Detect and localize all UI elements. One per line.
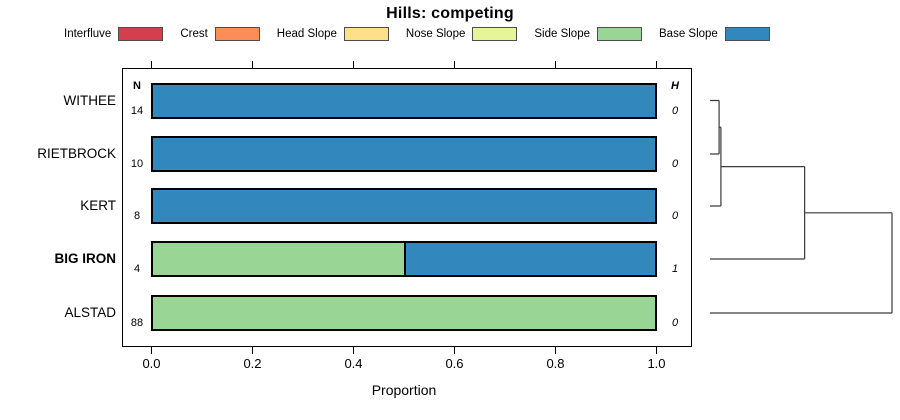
- x-tick-bottom: [656, 347, 657, 354]
- bar-row: [151, 188, 657, 224]
- x-tick-bottom: [555, 347, 556, 354]
- dendrogram-segment: [710, 166, 806, 260]
- h-column-header: H: [671, 80, 679, 92]
- n-value: 10: [130, 158, 144, 170]
- legend-swatch: [214, 27, 260, 41]
- dendrogram-segment: [710, 126, 722, 207]
- x-tick-top: [252, 61, 253, 68]
- legend-item: Nose Slope: [405, 27, 518, 41]
- h-value: 0: [671, 104, 679, 117]
- bar-segment: [153, 243, 404, 275]
- dendrogram-segment: [710, 99, 720, 155]
- x-tick-label: 0.0: [142, 356, 161, 371]
- h-value: 0: [671, 210, 679, 222]
- bar-row: [151, 295, 657, 331]
- legend-label: Head Slope: [276, 28, 337, 40]
- n-value: 88: [130, 317, 144, 329]
- x-tick-bottom: [252, 347, 253, 354]
- legend-label: Crest: [180, 28, 208, 40]
- h-value: 0: [671, 158, 679, 170]
- n-value: 14: [130, 104, 144, 117]
- x-tick-top: [454, 61, 455, 68]
- bar-segment: [153, 190, 655, 222]
- bar-segment: [153, 84, 655, 117]
- legend-swatch: [724, 27, 770, 41]
- x-tick-top: [656, 61, 657, 68]
- n-value: 4: [133, 263, 141, 275]
- h-value: 1: [671, 263, 679, 275]
- legend-swatch: [343, 27, 389, 41]
- x-tick-label: 0.8: [546, 356, 565, 371]
- n-value: 8: [133, 210, 141, 222]
- bar-row: [151, 82, 657, 119]
- bar-row: [151, 241, 657, 277]
- legend-item: Base Slope: [659, 27, 770, 41]
- y-axis-label: RIETBROCK: [37, 146, 116, 161]
- bar-segment: [153, 138, 655, 170]
- legend-label: Nose Slope: [405, 28, 466, 40]
- legend-item: Interfluve: [64, 27, 164, 41]
- legend-item: Side Slope: [534, 27, 642, 41]
- bar-row: [151, 136, 657, 172]
- legend-swatch: [597, 27, 642, 41]
- legend-swatch: [118, 27, 164, 41]
- legend-swatch: [472, 27, 518, 41]
- h-value: 0: [671, 317, 679, 329]
- x-tick-label: 0.4: [344, 356, 363, 371]
- x-axis-title: Proportion: [371, 382, 437, 398]
- y-axis-label: BIG IRON: [54, 251, 116, 266]
- x-tick-bottom: [353, 347, 354, 354]
- x-tick-bottom: [454, 347, 455, 354]
- dendrogram-segment: [710, 212, 893, 314]
- legend-label: Base Slope: [659, 28, 718, 40]
- x-tick-label: 0.2: [243, 356, 262, 371]
- legend-item: Head Slope: [277, 27, 389, 41]
- bar-segment: [404, 243, 655, 275]
- legend-item: Crest: [180, 27, 260, 41]
- x-tick-top: [353, 61, 354, 68]
- x-tick-label: 1.0: [647, 356, 666, 371]
- y-axis-label: ALSTAD: [64, 305, 116, 320]
- legend-label: Interfluve: [64, 28, 112, 40]
- x-tick-top: [555, 61, 556, 68]
- legend-label: Side Slope: [534, 28, 590, 40]
- chart-title: Hills: competing: [386, 5, 514, 22]
- x-tick-top: [151, 61, 152, 68]
- y-axis-label: WITHEE: [63, 92, 117, 108]
- y-axis-label: KERT: [80, 198, 116, 213]
- n-column-header: N: [133, 80, 141, 92]
- x-tick-bottom: [151, 347, 152, 354]
- x-tick-label: 0.6: [445, 356, 464, 371]
- legend: Interfluve Crest Head Slope Nose Slope Side …: [64, 26, 787, 42]
- bar-segment: [153, 297, 655, 329]
